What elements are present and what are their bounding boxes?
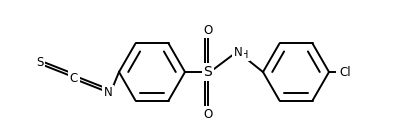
Text: O: O [203,23,213,37]
Text: N: N [234,46,242,58]
Text: S: S [36,56,44,70]
Text: N: N [104,86,112,100]
Text: C: C [70,72,78,84]
Text: S: S [204,65,212,79]
Text: O: O [203,107,213,121]
Text: Cl: Cl [339,65,351,79]
Text: H: H [241,50,248,60]
